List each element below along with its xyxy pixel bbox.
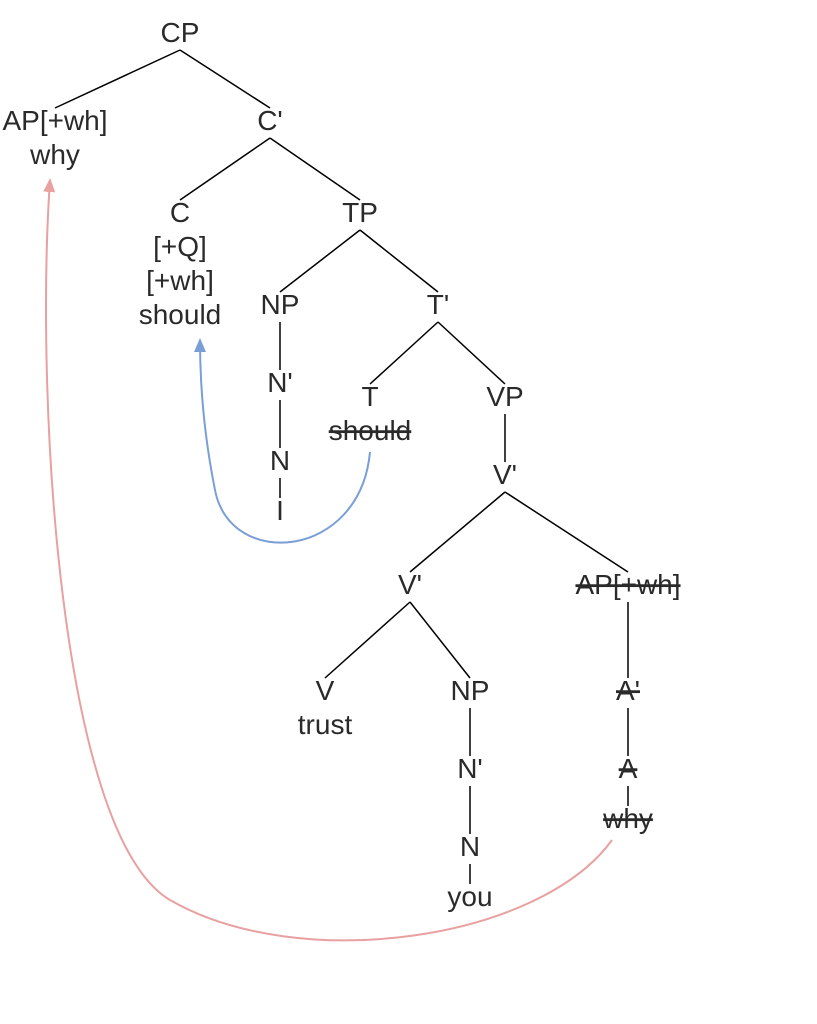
node-Abar: A' bbox=[616, 675, 640, 706]
node-Nbar2: N' bbox=[457, 753, 483, 784]
tree-edge bbox=[325, 602, 410, 678]
node-C_should: should bbox=[139, 299, 222, 330]
node-AP2: AP[+wh] bbox=[575, 569, 680, 600]
tree-edge bbox=[180, 138, 270, 200]
node-C_f1: [+Q] bbox=[153, 231, 207, 262]
tree-edge bbox=[270, 138, 360, 200]
node-AP_wh_lex: why bbox=[29, 139, 80, 170]
node-N2_lex: you bbox=[447, 881, 492, 912]
node-V_lex: trust bbox=[298, 709, 353, 740]
node-A: A bbox=[619, 753, 638, 784]
node-Tbar: T' bbox=[427, 289, 449, 320]
node-N2: N bbox=[460, 831, 480, 862]
tree-edges bbox=[55, 50, 628, 884]
tree-edge bbox=[180, 50, 270, 108]
node-Vbar1: V' bbox=[493, 459, 517, 490]
node-T_should: should bbox=[329, 415, 412, 446]
node-VP: VP bbox=[486, 381, 523, 412]
tree-edge bbox=[410, 602, 470, 678]
node-Vbar2: V' bbox=[398, 569, 422, 600]
node-C_f2: [+wh] bbox=[146, 265, 214, 296]
node-CP: CP bbox=[161, 17, 200, 48]
node-C: C bbox=[170, 197, 190, 228]
node-Cbar: C' bbox=[257, 105, 283, 136]
tree-edge bbox=[438, 322, 505, 384]
node-AP_wh: AP[+wh] bbox=[2, 105, 107, 136]
tree-edge bbox=[505, 492, 628, 572]
wh-movement-arrow bbox=[46, 180, 612, 940]
node-N1: N bbox=[270, 445, 290, 476]
node-Nbar1: N' bbox=[267, 367, 293, 398]
node-TP: TP bbox=[342, 197, 378, 228]
syntax-tree: CPAP[+wh]whyC'C[+Q][+wh]shouldTPNPN'NIT'… bbox=[0, 0, 817, 1024]
node-N1_lex: I bbox=[276, 495, 284, 526]
tree-edge bbox=[55, 50, 180, 108]
node-NP1: NP bbox=[261, 289, 300, 320]
node-V: V bbox=[316, 675, 335, 706]
node-NP2: NP bbox=[451, 675, 490, 706]
tree-edge bbox=[360, 230, 438, 292]
tree-nodes: CPAP[+wh]whyC'C[+Q][+wh]shouldTPNPN'NIT'… bbox=[2, 17, 680, 912]
tree-edge bbox=[370, 322, 438, 384]
node-T: T bbox=[361, 381, 378, 412]
tree-edge bbox=[410, 492, 505, 572]
tree-edge bbox=[280, 230, 360, 292]
node-A_why: why bbox=[602, 803, 653, 834]
